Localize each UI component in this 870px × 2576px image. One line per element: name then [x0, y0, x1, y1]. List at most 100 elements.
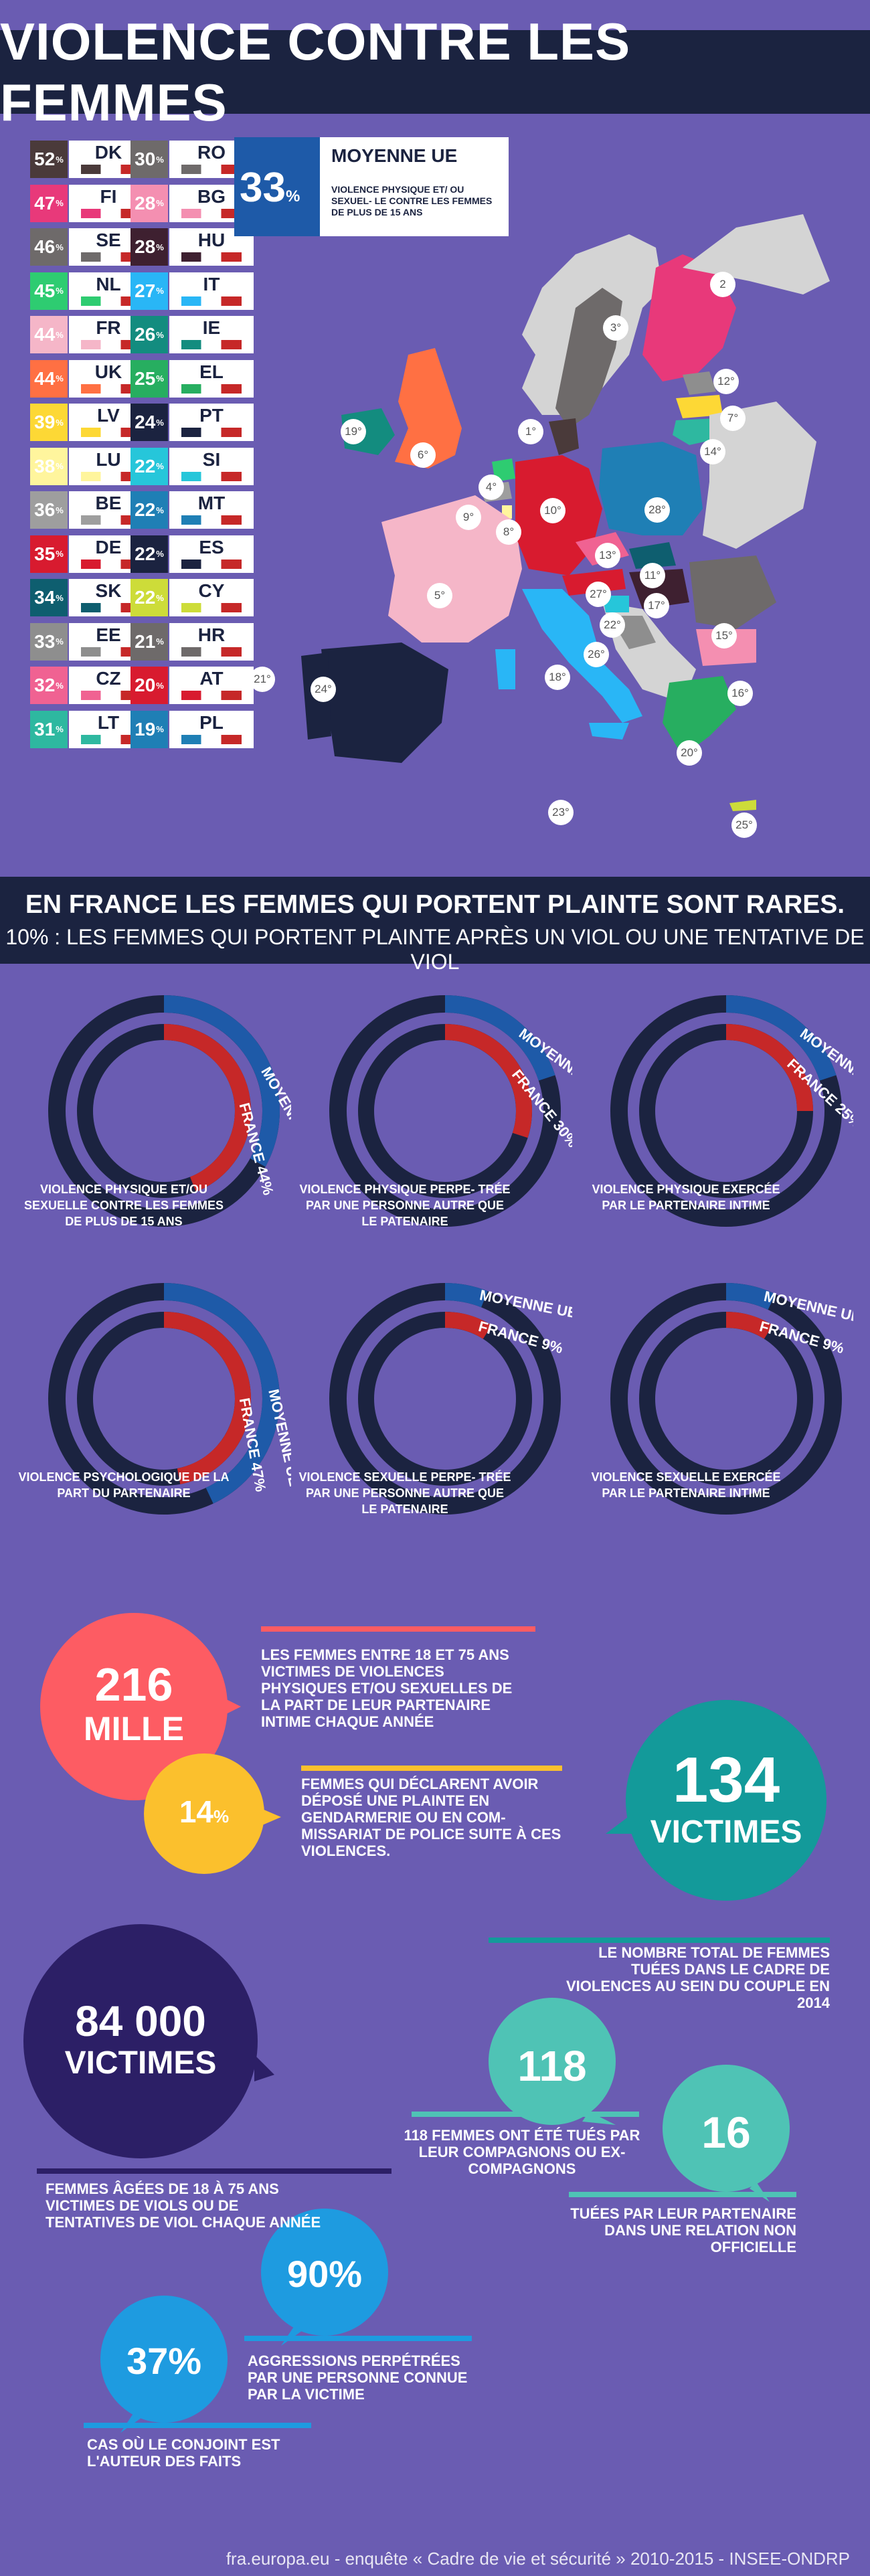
map-rank-marker: 24° — [311, 677, 336, 702]
stat-90-text: AGGRESSIONS PERPÉTRÉES PAR UNE PERSONNE … — [248, 2352, 468, 2403]
country-value: 39% — [30, 404, 68, 441]
flag-icon — [81, 515, 141, 525]
country-value: 33% — [30, 622, 68, 661]
donut-chart: MOYENNE UE 43%FRANCE 47% — [48, 1283, 291, 1521]
map-rank-marker: 21° — [250, 667, 275, 692]
country-tile-hr: 21% HR — [130, 622, 254, 661]
country-tile-ie: 26% IE — [130, 316, 254, 353]
donut-caption: VIOLENCE PSYCHOLOGIQUE DE LA PART DU PAR… — [18, 1470, 230, 1500]
map-rank-marker: 12° — [713, 369, 739, 394]
bubble-37 — [100, 2296, 228, 2423]
country-tile-es: 22% ES — [130, 535, 254, 573]
map-lithuania — [673, 418, 719, 445]
country-value: 47% — [30, 184, 68, 222]
stat-37-text: CAS OÙ LE CONJOINT EST L'AUTEUR DES FAIT… — [87, 2436, 280, 2470]
country-value: 31% — [30, 710, 68, 748]
country-code: IE — [169, 316, 254, 353]
country-value: 19% — [130, 710, 168, 748]
donut-france-track — [639, 1312, 813, 1486]
flag-icon — [81, 603, 141, 612]
donut-france-arc — [725, 1024, 813, 1112]
flag-icon — [81, 383, 141, 394]
section2-banner: EN FRANCE LES FEMMES QUI PORTENT PLAINTE… — [0, 877, 870, 974]
donut-caption: VIOLENCE SEXUELLE PERPE- TRÉE PAR UNE PE… — [298, 1470, 511, 1516]
map-romania — [689, 555, 776, 629]
flag-icon — [181, 296, 242, 306]
map-rank-marker: 15° — [711, 623, 737, 649]
country-tile-cy: 22% CY — [130, 579, 254, 616]
map-sicily — [589, 723, 629, 740]
donut-eu-arc — [163, 995, 280, 1167]
map-latvia — [676, 395, 723, 418]
donut-france-arc — [444, 1312, 492, 1339]
flag-icon — [181, 471, 242, 481]
country-value: 20% — [130, 667, 168, 704]
bubble-84000 — [23, 1924, 258, 2158]
country-code: CY — [169, 579, 254, 616]
map-rank-marker: 22° — [600, 612, 625, 638]
country-value: 44% — [30, 316, 68, 353]
stat-118: 118 — [517, 2042, 587, 2090]
country-tile-it: 27% IT — [130, 272, 254, 310]
map-rank-marker: 3° — [603, 315, 628, 341]
map-rank-marker: 7° — [720, 406, 746, 431]
map-uk — [395, 348, 462, 468]
stat-16-text: TUÉES PAR LEUR PARTENAIRE DANS UNE RELAT… — [570, 2205, 796, 2255]
map-rank-marker: 17° — [644, 593, 669, 618]
flag-icon — [181, 691, 242, 700]
country-value: 35% — [30, 535, 68, 573]
flag-icon — [181, 734, 242, 744]
donut-eu-label: MOYENNE UE 43% — [265, 1387, 291, 1521]
map-rank-marker: 16° — [727, 681, 753, 706]
flag-icon — [81, 340, 141, 349]
map-east — [703, 402, 816, 549]
country-value: 26% — [130, 316, 168, 353]
map-rank-marker: 11° — [640, 563, 665, 588]
country-value: 52% — [30, 141, 68, 178]
stat-14: 14% — [179, 1794, 230, 1829]
country-value: 32% — [30, 667, 68, 704]
flag-icon — [81, 428, 141, 437]
donut-france-arc — [444, 1024, 532, 1138]
country-value: 28% — [130, 184, 168, 222]
country-value: 27% — [130, 272, 168, 310]
map-rank-marker: 1° — [518, 419, 543, 444]
stat-216: 216 MILLE — [84, 1658, 184, 1747]
map-rank-marker: 28° — [644, 497, 670, 523]
map-rank-marker: 14° — [700, 439, 725, 464]
section2-heading: EN FRANCE LES FEMMES QUI PORTENT PLAINTE… — [25, 890, 845, 919]
bubble-14 — [144, 1753, 264, 1874]
flag-icon — [181, 340, 242, 349]
map-rank-marker: 20° — [677, 740, 702, 766]
country-value: 22% — [130, 491, 168, 529]
flag-icon — [81, 559, 141, 569]
country-value: 38% — [30, 447, 68, 485]
donut-chart: MOYENNE UE 33%FRANCE 44% — [48, 995, 291, 1227]
country-code: IT — [169, 272, 254, 310]
map-greece — [663, 676, 736, 756]
country-code: MT — [169, 491, 254, 529]
flag-icon — [81, 734, 141, 744]
country-tile-pl: 19% PL — [130, 710, 254, 748]
donut-eu-arc — [444, 995, 555, 1081]
title-bar: VIOLENCE CONTRE LES FEMMES — [0, 12, 870, 132]
stat-118-text: 118 FEMMES ONT ÉTÉ TUÉS PAR LEUR COMPAGN… — [404, 2127, 640, 2177]
stat-37: 37% — [126, 2340, 202, 2382]
stat-84000: 84 000 VICTIMES — [64, 1997, 217, 2081]
country-value: 30% — [130, 141, 168, 178]
map-poland — [599, 442, 703, 535]
stat-90: 90% — [286, 2253, 363, 2295]
stat-84000-text: FEMMES ÂGÉES DE 18 À 75 ANS VICTIMES DE … — [46, 2180, 321, 2231]
eu-average-label: MOYENNE UE — [331, 145, 458, 166]
section2-sub: 10% : LES FEMMES QUI PORTENT PLAINTE APR… — [5, 925, 865, 974]
donut-france-arc — [163, 1024, 251, 1192]
stat-134: 134 VICTIMES — [650, 1744, 802, 1851]
flag-icon — [81, 691, 141, 700]
country-value: 45% — [30, 272, 68, 310]
country-code: EL — [169, 359, 254, 398]
donut-france-arc — [725, 1312, 773, 1339]
country-tile-pt: 24% PT — [130, 404, 254, 441]
country-code: HR — [169, 622, 254, 661]
donut-chart: MOYENNE UE 7%FRANCE 9% — [610, 1283, 853, 1515]
country-value: 21% — [130, 622, 168, 661]
